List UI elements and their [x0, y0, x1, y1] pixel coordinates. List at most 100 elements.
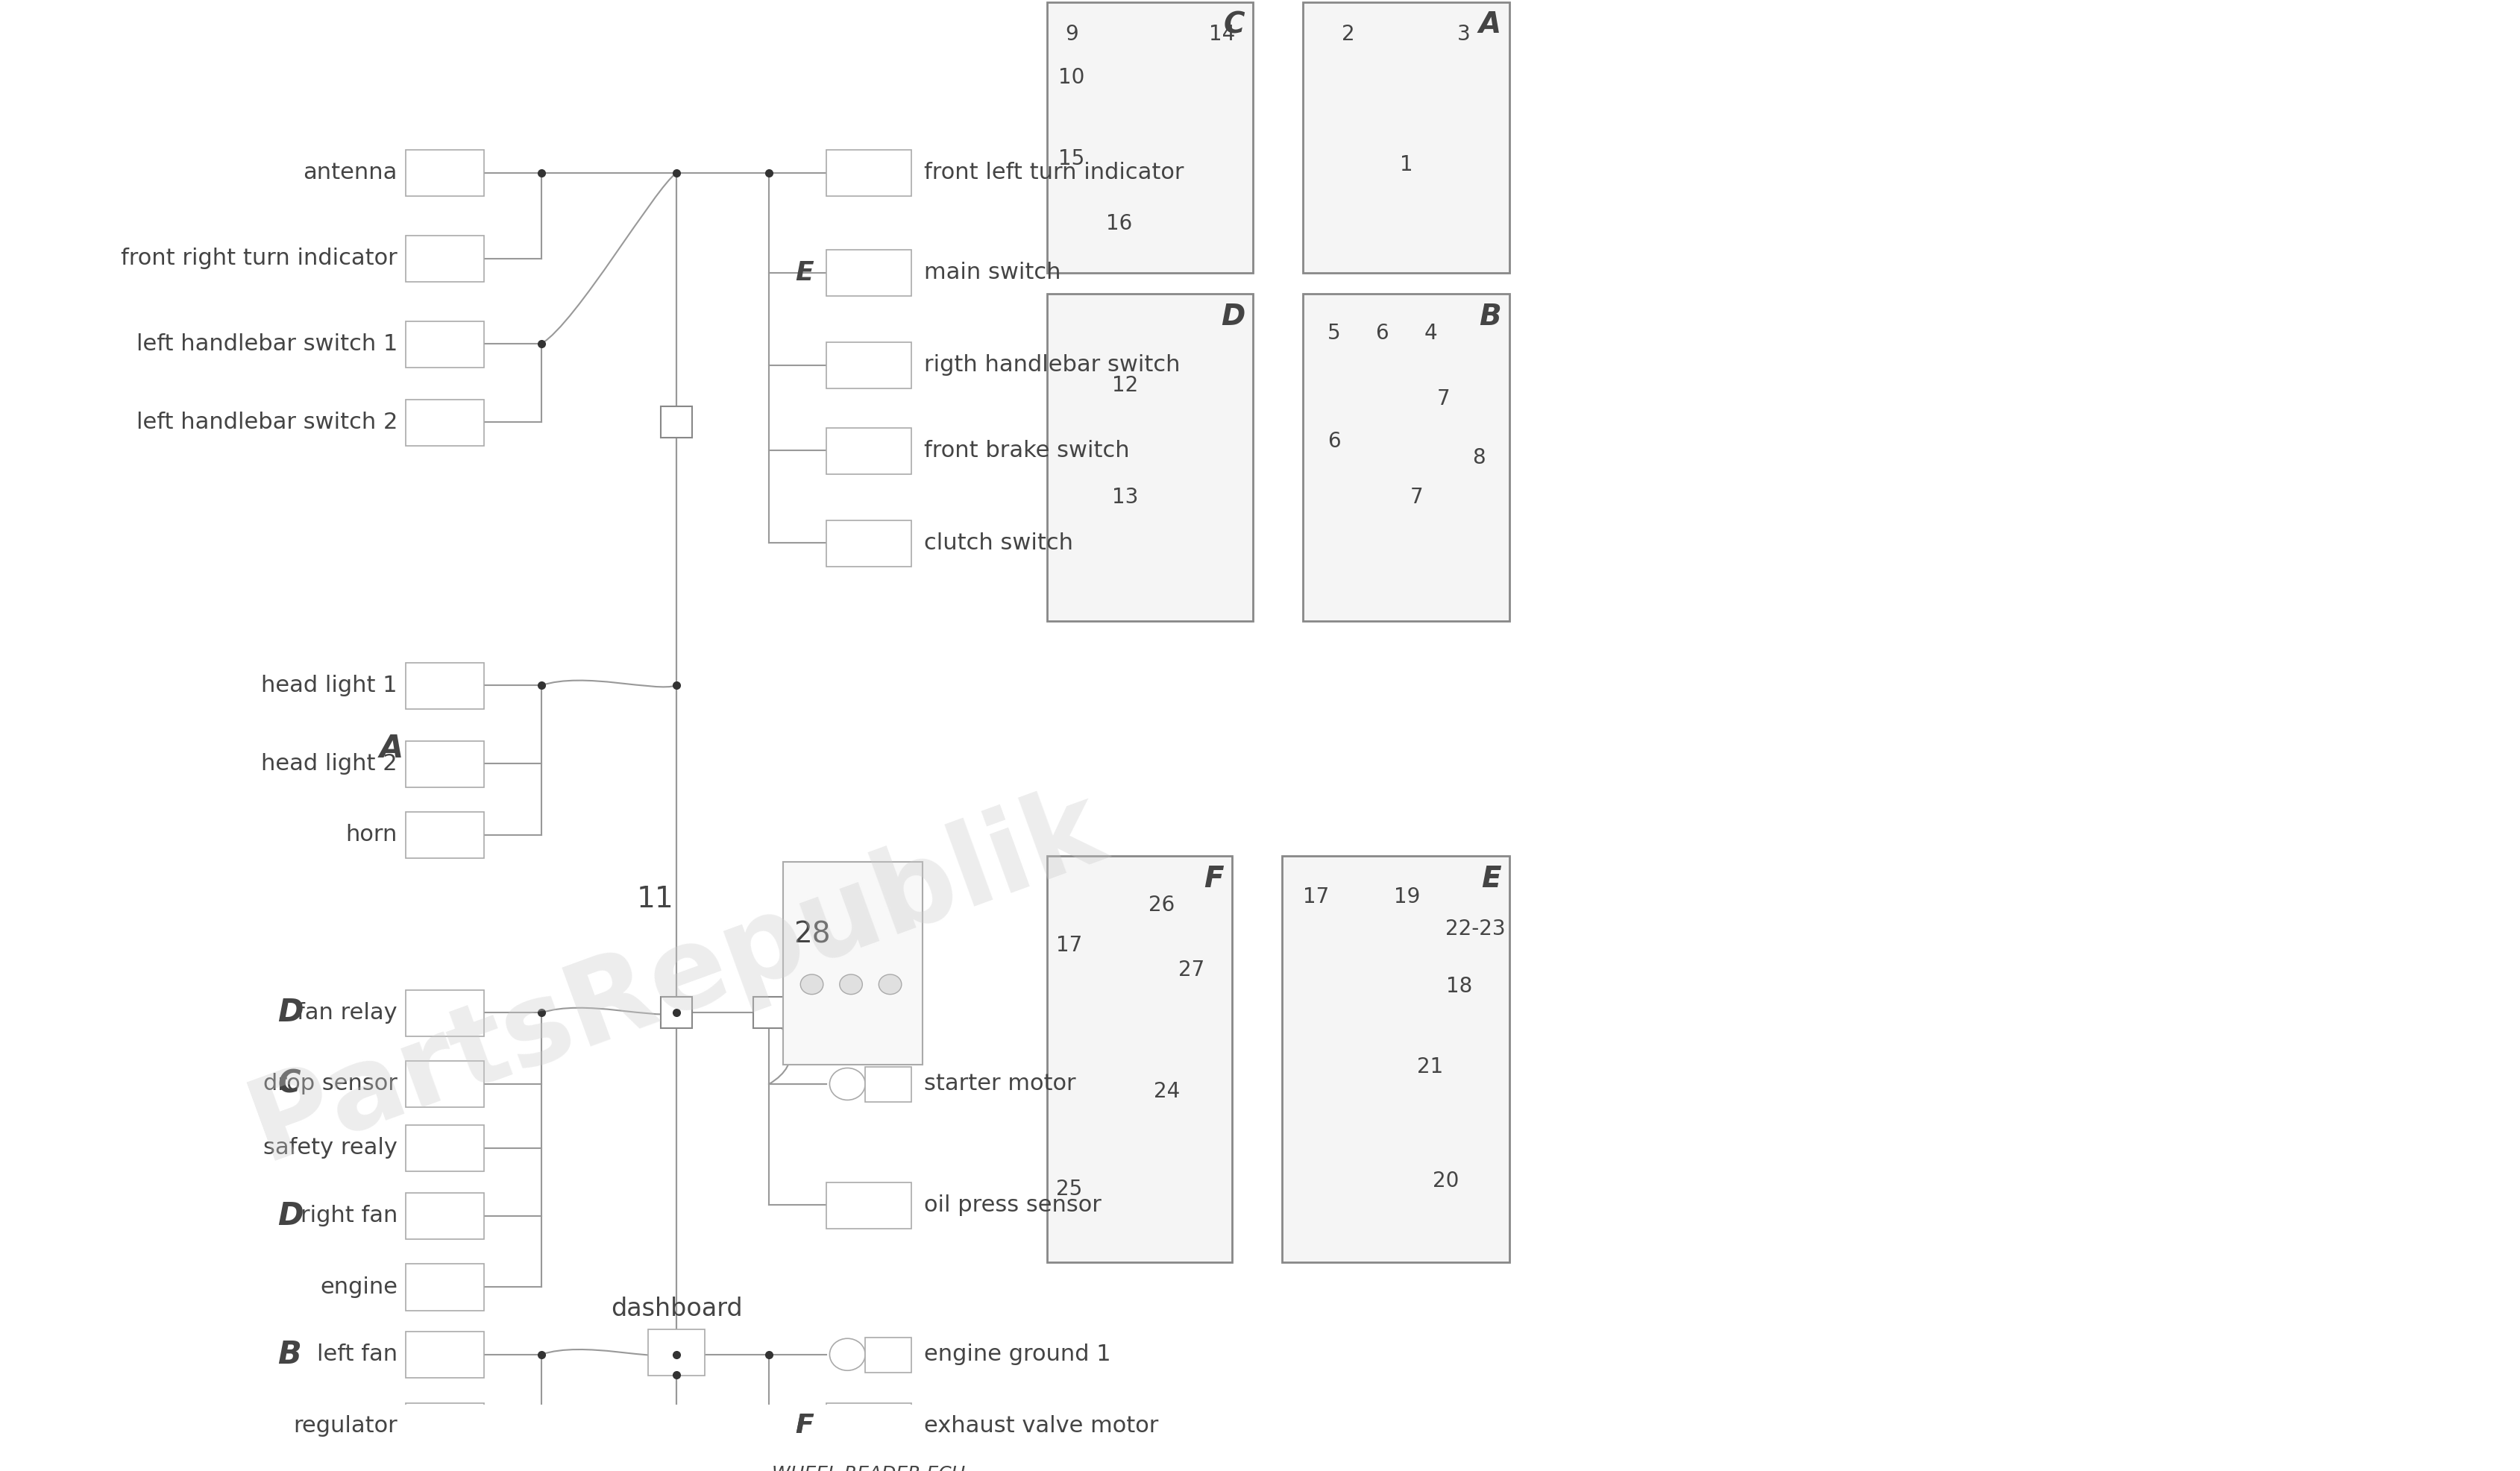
- Text: 6: 6: [1373, 322, 1389, 344]
- Bar: [827, 1403, 912, 1449]
- Text: 15: 15: [1058, 149, 1084, 169]
- Bar: [827, 343, 912, 388]
- Text: exhaust valve motor: exhaust valve motor: [925, 1415, 1159, 1437]
- Bar: [784, 862, 922, 1065]
- Text: front right turn indicator: front right turn indicator: [121, 247, 398, 269]
- Text: A: A: [381, 733, 403, 765]
- Text: 11: 11: [638, 884, 673, 913]
- Bar: [406, 990, 484, 1037]
- Bar: [1303, 1, 1509, 272]
- Text: B: B: [1479, 303, 1499, 331]
- Ellipse shape: [839, 974, 862, 994]
- Bar: [406, 235, 484, 282]
- Bar: [1303, 294, 1509, 621]
- Text: head light 1: head light 1: [262, 675, 398, 696]
- Bar: [1046, 1, 1252, 272]
- Text: 5: 5: [1328, 322, 1341, 344]
- Text: 6: 6: [1328, 431, 1341, 452]
- Bar: [406, 1331, 484, 1378]
- Text: 28: 28: [794, 921, 829, 949]
- Text: F: F: [1202, 865, 1222, 893]
- Text: 24: 24: [1154, 1081, 1179, 1102]
- Bar: [648, 1330, 706, 1375]
- Text: 7: 7: [1436, 388, 1449, 409]
- Text: B: B: [277, 1339, 302, 1370]
- Bar: [406, 321, 484, 368]
- Bar: [827, 428, 912, 474]
- Text: C: C: [277, 1068, 300, 1100]
- Text: engine ground 1: engine ground 1: [925, 1343, 1111, 1365]
- Text: horn: horn: [345, 824, 398, 846]
- Text: 17: 17: [1303, 887, 1328, 908]
- Bar: [406, 812, 484, 859]
- Bar: [406, 741, 484, 787]
- Ellipse shape: [829, 1339, 864, 1371]
- Text: 27: 27: [1177, 959, 1205, 980]
- Bar: [1280, 856, 1509, 1262]
- Text: front brake switch: front brake switch: [925, 440, 1129, 462]
- Bar: [406, 1403, 484, 1449]
- Bar: [864, 1066, 912, 1102]
- Text: 26: 26: [1149, 894, 1174, 915]
- Text: 18: 18: [1446, 975, 1472, 996]
- Text: 19: 19: [1394, 887, 1419, 908]
- Text: 7: 7: [1409, 487, 1424, 507]
- Text: D: D: [1220, 303, 1245, 331]
- Bar: [406, 1264, 484, 1311]
- Bar: [406, 1193, 484, 1239]
- Bar: [1046, 856, 1232, 1262]
- Text: dashboard: dashboard: [610, 1296, 743, 1321]
- Bar: [406, 399, 484, 446]
- Text: antenna: antenna: [302, 162, 398, 184]
- Text: left fan: left fan: [318, 1343, 398, 1365]
- Text: head light 2: head light 2: [262, 753, 398, 775]
- Text: fan relay: fan relay: [297, 1002, 398, 1024]
- Text: 12: 12: [1111, 375, 1139, 396]
- Text: 13: 13: [1111, 487, 1139, 507]
- Text: 25: 25: [1056, 1178, 1081, 1199]
- Bar: [1046, 294, 1252, 621]
- Bar: [406, 1061, 484, 1108]
- Text: 8: 8: [1472, 447, 1484, 468]
- Text: E: E: [794, 260, 814, 285]
- Ellipse shape: [829, 1068, 864, 1100]
- Text: regulator: regulator: [292, 1415, 398, 1437]
- Text: 3: 3: [1457, 24, 1469, 46]
- Text: right fan: right fan: [300, 1205, 398, 1227]
- Text: F: F: [794, 1414, 814, 1439]
- Bar: [406, 662, 484, 709]
- Bar: [406, 1125, 484, 1171]
- Text: A: A: [1479, 10, 1499, 40]
- Text: C: C: [1222, 10, 1245, 40]
- Text: 4: 4: [1424, 322, 1436, 344]
- Bar: [753, 997, 784, 1028]
- Text: main switch: main switch: [925, 262, 1061, 284]
- Text: 22-23: 22-23: [1444, 919, 1504, 940]
- Text: 17: 17: [1056, 936, 1081, 956]
- Text: drop sensor: drop sensor: [262, 1074, 398, 1094]
- Text: left handlebar switch 1: left handlebar switch 1: [136, 332, 398, 355]
- Ellipse shape: [801, 974, 824, 994]
- Text: 20: 20: [1431, 1171, 1459, 1192]
- Bar: [864, 1337, 912, 1372]
- Bar: [660, 997, 693, 1028]
- Text: 1: 1: [1399, 154, 1414, 175]
- Text: starter motor: starter motor: [925, 1074, 1076, 1094]
- Text: F: F: [794, 1414, 814, 1439]
- Text: PartsRepublik: PartsRepublik: [234, 771, 1119, 1183]
- Text: D: D: [277, 1200, 302, 1231]
- Text: safety realy: safety realy: [262, 1137, 398, 1159]
- Text: WHEEL READER ECU: WHEEL READER ECU: [771, 1465, 965, 1471]
- Text: E: E: [1482, 865, 1499, 893]
- Bar: [827, 150, 912, 197]
- Bar: [827, 250, 912, 296]
- Text: D: D: [277, 997, 302, 1028]
- Bar: [660, 406, 693, 438]
- Text: engine: engine: [320, 1275, 398, 1297]
- Bar: [827, 1183, 912, 1228]
- Bar: [406, 150, 484, 197]
- Text: 2: 2: [1341, 24, 1356, 46]
- Text: 10: 10: [1058, 68, 1084, 88]
- Text: left handlebar switch 2: left handlebar switch 2: [136, 412, 398, 432]
- Text: rigth handlebar switch: rigth handlebar switch: [925, 355, 1179, 377]
